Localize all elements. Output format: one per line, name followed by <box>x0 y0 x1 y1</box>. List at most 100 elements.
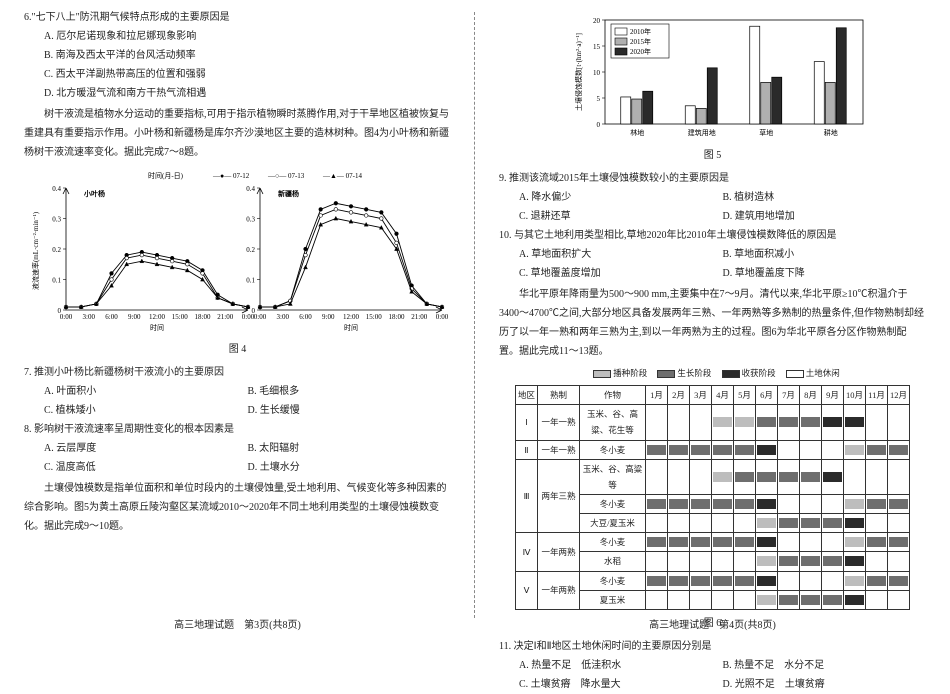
intro-7-8: 树干液流是植物水分运动的重要指标,可用于指示植物瞬时蒸腾作用,对于干旱地区植被恢… <box>24 105 451 162</box>
fig5-chart: 05101520土壤侵蚀模数[t·(hm²·a)⁻¹]林地建筑用地草地耕地201… <box>569 12 869 142</box>
intro-9-10: 土壤侵蚀模数是指单位面积和单位时段内的土壤侵蚀量,受土地利用、气候变化等多种因素… <box>24 479 451 536</box>
q11-opts: A. 热量不足 低洼积水B. 热量不足 水分不足 C. 土壤贫瘠 降水量大D. … <box>499 656 926 694</box>
svg-text:土壤侵蚀模数[t·(hm²·a)⁻¹]: 土壤侵蚀模数[t·(hm²·a)⁻¹] <box>574 33 583 111</box>
q10-A: A. 草地面积扩大 <box>519 245 723 264</box>
q8-A: A. 云层厚度 <box>44 439 248 458</box>
legend-harv: 收获阶段 <box>742 368 776 378</box>
svg-text:9:00: 9:00 <box>322 313 335 321</box>
q6-stem: 6."七下八上"防汛期气候特点形成的主要原因是 <box>24 8 451 27</box>
legend-idle-box <box>786 370 804 378</box>
svg-text:0:00: 0:00 <box>435 313 447 321</box>
legend-harv-box <box>722 370 740 378</box>
fig6-table: 地区熟制作物1月2月3月4月5月6月7月8月9月10月11月12月Ⅰ一年一熟玉米… <box>515 385 910 610</box>
q11-B: B. 热量不足 水分不足 <box>723 656 927 675</box>
q10-stem: 10. 与其它土地利用类型相比,草地2020年比2010年土壤侵蚀模数降低的原因… <box>499 226 926 245</box>
q7-stem: 7. 推测小叶杨比新疆杨树干液流小的主要原因 <box>24 363 451 382</box>
q10-C: C. 草地覆盖度增加 <box>519 264 723 283</box>
fig4-chart: 时间(月-日) —●— 07-12 —○— 07-13 —▲— 07-14 液流速率(m… <box>28 166 448 336</box>
svg-text:3:00: 3:00 <box>276 313 289 321</box>
q11-C: C. 土壤贫瘠 降水量大 <box>519 675 723 694</box>
q6-B: B. 南海及西太平洋的台风活动频率 <box>44 46 451 65</box>
q10-B: B. 草地面积减小 <box>723 245 927 264</box>
page-4: 05101520土壤侵蚀模数[t·(hm²·a)⁻¹]林地建筑用地草地耕地201… <box>475 0 950 638</box>
svg-text:新疆杨: 新疆杨 <box>278 189 299 198</box>
svg-text:—○— 07-13: —○— 07-13 <box>267 172 305 180</box>
svg-text:0.1: 0.1 <box>246 277 255 285</box>
q9-A: A. 降水偏少 <box>519 188 723 207</box>
q11-D: D. 光照不足 土壤贫瘠 <box>723 675 927 694</box>
svg-text:时间(月-日): 时间(月-日) <box>148 171 184 180</box>
svg-text:时间: 时间 <box>344 323 358 332</box>
svg-text:21:00: 21:00 <box>411 313 427 321</box>
legend-sow-box <box>593 370 611 378</box>
q7-B: B. 毛细根多 <box>248 382 452 401</box>
svg-text:12:00: 12:00 <box>149 313 165 321</box>
fig4-caption: 图 4 <box>24 340 451 359</box>
q8-C: C. 温度高低 <box>44 458 248 477</box>
svg-text:草地: 草地 <box>759 128 773 137</box>
q6-D: D. 北方暖湿气流和南方干热气流相遇 <box>44 84 451 103</box>
q8-stem: 8. 影响树干液流速率呈周期性变化的根本因素是 <box>24 420 451 439</box>
q6-A: A. 厄尔尼诺现象和拉尼娜现象影响 <box>44 27 451 46</box>
svg-text:0.4: 0.4 <box>246 185 255 193</box>
q9-opts: A. 降水偏少B. 植树造林 C. 退耕还草D. 建筑用地增加 <box>499 188 926 226</box>
svg-text:2020年: 2020年 <box>630 47 651 56</box>
svg-text:小叶杨: 小叶杨 <box>83 189 105 198</box>
svg-text:5: 5 <box>597 95 601 103</box>
svg-text:林地: 林地 <box>630 128 644 137</box>
svg-text:2015年: 2015年 <box>630 37 651 46</box>
svg-text:21:00: 21:00 <box>217 313 233 321</box>
svg-text:0.1: 0.1 <box>52 277 61 285</box>
svg-text:0: 0 <box>597 121 601 129</box>
svg-text:0.2: 0.2 <box>246 246 255 254</box>
q7-opts: A. 叶面积小B. 毛细根多 C. 植株矮小D. 生长缓慢 <box>24 382 451 420</box>
q7-C: C. 植株矮小 <box>44 401 248 420</box>
svg-text:—▲— 07-14: —▲— 07-14 <box>322 172 363 180</box>
svg-text:耕地: 耕地 <box>824 128 838 137</box>
svg-text:0.3: 0.3 <box>246 216 255 224</box>
svg-text:时间: 时间 <box>150 323 164 332</box>
intro-11-13: 华北平原年降雨量为500～900 mm,主要集中在7～9月。清代以来,华北平原≥… <box>499 285 926 361</box>
legend-sow: 播种阶段 <box>613 368 647 378</box>
svg-text:18:00: 18:00 <box>194 313 210 321</box>
svg-text:—●— 07-12: —●— 07-12 <box>212 172 250 180</box>
q6-opts: A. 厄尔尼诺现象和拉尼娜现象影响 B. 南海及西太平洋的台风活动频率 C. 西… <box>24 27 451 103</box>
q8-opts: A. 云层厚度B. 太阳辐射 C. 温度高低D. 土壤水分 <box>24 439 451 477</box>
svg-text:0.4: 0.4 <box>52 185 61 193</box>
svg-text:建筑用地: 建筑用地 <box>688 128 716 137</box>
legend-grow: 生长阶段 <box>677 368 711 378</box>
q7-D: D. 生长缓慢 <box>248 401 452 420</box>
svg-text:9:00: 9:00 <box>128 313 141 321</box>
svg-text:15:00: 15:00 <box>171 313 187 321</box>
q10-opts: A. 草地面积扩大B. 草地面积减小 C. 草地覆盖度增加D. 草地覆盖度下降 <box>499 245 926 283</box>
q9-stem: 9. 推测该流域2015年土壤侵蚀模数较小的主要原因是 <box>499 169 926 188</box>
q8-B: B. 太阳辐射 <box>248 439 452 458</box>
svg-text:2010年: 2010年 <box>630 27 651 36</box>
legend-idle: 土地休闲 <box>806 368 840 378</box>
legend-grow-box <box>657 370 675 378</box>
svg-text:0.2: 0.2 <box>52 246 61 254</box>
svg-text:12:00: 12:00 <box>343 313 359 321</box>
q6-C: C. 西太平洋副热带高压的位置和强弱 <box>44 65 451 84</box>
footer-right: 高三地理试题 第4页(共8页) <box>475 616 950 635</box>
fig6-legend: 播种阶段 生长阶段 收获阶段 土地休闲 <box>499 365 926 381</box>
svg-text:15:00: 15:00 <box>365 313 381 321</box>
svg-text:20: 20 <box>593 17 601 25</box>
q9-C: C. 退耕还草 <box>519 207 723 226</box>
svg-text:6:00: 6:00 <box>105 313 118 321</box>
svg-text:液流速率(mL·cm⁻²·min⁻¹): 液流速率(mL·cm⁻²·min⁻¹) <box>31 211 40 290</box>
q7-A: A. 叶面积小 <box>44 382 248 401</box>
q11-A: A. 热量不足 低洼积水 <box>519 656 723 675</box>
svg-text:18:00: 18:00 <box>388 313 404 321</box>
svg-text:6:00: 6:00 <box>299 313 312 321</box>
svg-text:0:00: 0:00 <box>59 313 72 321</box>
svg-text:10: 10 <box>593 69 601 77</box>
q8-D: D. 土壤水分 <box>248 458 452 477</box>
svg-text:3:00: 3:00 <box>82 313 95 321</box>
page-3: 6."七下八上"防汛期气候特点形成的主要原因是 A. 厄尔尼诺现象和拉尼娜现象影… <box>0 0 475 638</box>
q9-D: D. 建筑用地增加 <box>723 207 927 226</box>
svg-text:0.3: 0.3 <box>52 216 61 224</box>
svg-text:0:00: 0:00 <box>253 313 266 321</box>
q10-D: D. 草地覆盖度下降 <box>723 264 927 283</box>
q9-B: B. 植树造林 <box>723 188 927 207</box>
